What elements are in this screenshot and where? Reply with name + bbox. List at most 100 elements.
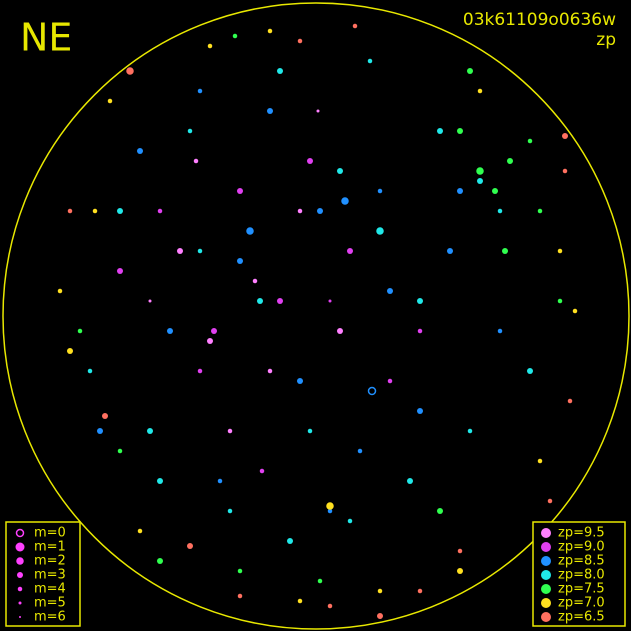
star-point: [126, 67, 134, 75]
star-point: [227, 508, 233, 514]
star-point: [347, 518, 353, 524]
star-point: [227, 428, 233, 434]
star-point: [232, 33, 238, 39]
star-point: [207, 43, 213, 49]
star-point: [167, 328, 173, 334]
star-point: [259, 468, 265, 474]
size-legend-marker: [16, 557, 24, 565]
star-point: [187, 128, 193, 134]
color-legend-marker: [541, 528, 551, 538]
star-point: [337, 168, 343, 174]
color-legend-marker: [541, 570, 551, 580]
size-legend-label: m=3: [34, 568, 66, 583]
star-point: [147, 428, 153, 434]
star-point: [376, 227, 384, 235]
star-point: [92, 208, 98, 214]
star-point: [187, 543, 193, 549]
star-point: [477, 88, 483, 94]
star-point: [537, 208, 543, 214]
star-point: [87, 368, 93, 374]
star-point: [476, 167, 484, 175]
star-point: [537, 458, 543, 464]
star-point: [557, 298, 563, 304]
star-point: [417, 328, 423, 334]
star-point: [117, 448, 123, 454]
star-point: [237, 593, 243, 599]
star-point: [447, 248, 453, 254]
color-legend-label: zp=8.5: [558, 554, 605, 569]
star-point: [562, 168, 568, 174]
star-point: [157, 478, 163, 484]
star-point: [387, 378, 393, 384]
color-legend-label: zp=9.5: [558, 526, 605, 541]
star-point: [467, 68, 473, 74]
size-legend-marker: [17, 586, 23, 592]
star-point: [137, 148, 143, 154]
star-point: [197, 88, 203, 94]
star-point: [327, 508, 333, 514]
star-point: [527, 368, 533, 374]
star-point: [117, 268, 123, 274]
star-point: [407, 478, 413, 484]
star-point: [347, 248, 353, 254]
star-point: [77, 328, 83, 334]
size-legend-label: m=0: [34, 526, 66, 541]
star-point: [327, 603, 333, 609]
color-legend-marker: [541, 598, 551, 608]
color-legend-marker: [541, 556, 551, 566]
color-legend-marker: [541, 612, 551, 622]
star-point: [477, 178, 483, 184]
star-point: [197, 248, 203, 254]
star-point: [317, 578, 323, 584]
color-legend-label: zp=7.5: [558, 582, 605, 597]
star-point: [157, 558, 163, 564]
star-point: [437, 128, 443, 134]
star-point: [337, 328, 343, 334]
size-legend-marker: [15, 542, 25, 552]
color-legend-label: zp=6.5: [558, 610, 605, 625]
star-point: [572, 308, 578, 314]
star-point: [527, 138, 533, 144]
star-point: [457, 188, 463, 194]
star-point: [237, 258, 243, 264]
chart-title: 03k61109o0636w: [463, 10, 616, 30]
star-point: [562, 133, 568, 139]
star-point: [457, 568, 463, 574]
star-point: [502, 248, 508, 254]
star-point: [287, 538, 293, 544]
star-point: [387, 288, 393, 294]
star-point: [67, 348, 73, 354]
star-point: [211, 328, 217, 334]
star-point: [557, 248, 563, 254]
size-legend-marker: [17, 572, 23, 578]
star-point: [457, 128, 463, 134]
star-point: [367, 386, 377, 396]
star-point: [57, 288, 63, 294]
star-point: [417, 298, 423, 304]
star-point: [117, 208, 123, 214]
chart-subtitle: zp: [596, 30, 616, 50]
star-point: [107, 98, 113, 104]
star-point: [277, 298, 283, 304]
star-point: [207, 338, 213, 344]
star-point: [267, 108, 273, 114]
star-point: [267, 28, 273, 34]
size-legend-marker: [19, 616, 21, 618]
size-legend-marker: [15, 528, 25, 538]
size-legend-label: m=2: [34, 554, 66, 569]
star-point: [246, 227, 254, 235]
star-point: [457, 548, 463, 554]
star-point: [437, 508, 443, 514]
star-point: [197, 368, 203, 374]
points: [57, 23, 578, 619]
star-point: [417, 588, 423, 594]
star-point: [137, 528, 143, 534]
star-point: [297, 378, 303, 384]
star-point: [67, 208, 73, 214]
color-legend-marker: [541, 542, 551, 552]
star-point: [497, 208, 503, 214]
star-point: [177, 248, 183, 254]
star-point: [547, 498, 553, 504]
